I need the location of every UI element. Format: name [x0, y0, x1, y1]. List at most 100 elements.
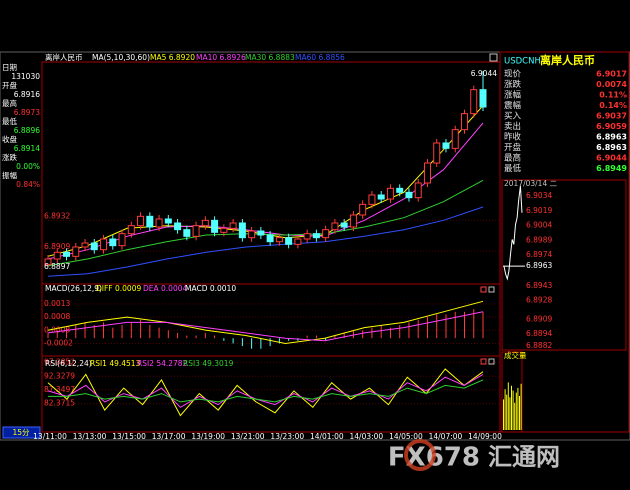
period-button[interactable] — [2, 426, 41, 439]
candle-body — [118, 233, 126, 247]
candle-body — [359, 203, 367, 216]
quote-label: 最低 — [504, 163, 522, 174]
candle-body — [44, 258, 52, 265]
quote-label: 涨跌 — [504, 79, 522, 90]
quote-label: 现价 — [504, 70, 522, 80]
legend-entry: DEA 0.0004 — [143, 284, 187, 293]
candle-body — [155, 218, 163, 228]
button-icon[interactable] — [488, 286, 495, 293]
candle-body — [174, 222, 182, 231]
candle-body — [257, 230, 265, 236]
button-icon[interactable] — [480, 358, 487, 365]
y-tick-label: 6.8909 — [44, 242, 70, 251]
candle-body — [146, 215, 154, 228]
x-tick-label: 14/01:00 — [310, 432, 344, 441]
info-value: 6.8916 — [14, 90, 40, 99]
watermark-name: 汇通网 — [488, 443, 560, 471]
quote-label: 开盘 — [504, 142, 522, 153]
panel-buttons — [480, 53, 498, 365]
candle-body — [183, 229, 191, 237]
info-label: 涨跌 — [2, 152, 17, 162]
quote-value: 6.9017 — [596, 70, 627, 79]
y-tick-label: 6.9004 — [526, 221, 552, 230]
x-tick-label: 14/07:00 — [429, 432, 463, 441]
info-label: 振幅 — [2, 170, 17, 180]
info-value: 6.8973 — [14, 108, 40, 117]
macd-line — [47, 311, 484, 342]
candle-body — [201, 219, 209, 227]
y-tick-label: 0.0003 — [44, 325, 70, 334]
candle-body — [340, 222, 348, 228]
quote-value: 6.8963 — [596, 133, 627, 142]
y-tick-label: 6.8963 — [526, 261, 552, 270]
candle-body — [81, 242, 89, 248]
period-label[interactable]: 15分 — [12, 428, 30, 437]
legend-entry: MACD 0.0010 — [185, 284, 236, 293]
candle-body — [442, 142, 450, 149]
quote-value: 0.0074 — [596, 80, 627, 89]
low-label: 6.8897 — [44, 262, 70, 271]
y-tick-label: 92.3279 — [44, 371, 75, 380]
intraday-line — [503, 186, 523, 281]
legend-entry: DIFF 0.0009 — [96, 284, 141, 293]
candle-body — [164, 218, 172, 224]
quote-label: 最高 — [504, 153, 521, 164]
x-tick-label: 13/19:00 — [191, 432, 225, 441]
info-value: 0.84% — [16, 180, 40, 189]
quote-label: 涨幅 — [504, 90, 522, 101]
intraday-date: 2017/03/14 二 — [504, 179, 558, 188]
candle-body — [53, 251, 61, 260]
watermark-logo — [404, 439, 436, 471]
quote-value: 6.8963 — [596, 143, 627, 152]
candle-body — [322, 229, 330, 239]
y-tick-label: 6.8974 — [526, 250, 552, 259]
candle-body — [470, 89, 478, 115]
candle-body — [433, 142, 441, 164]
candle-body — [266, 234, 274, 243]
info-value: 131030 — [11, 72, 40, 81]
ma-line — [47, 206, 484, 277]
y-tick-label: 6.8943 — [526, 281, 552, 290]
x-tick-label: 13/17:00 — [152, 432, 186, 441]
legend-entry: MACD(26,12,9) — [45, 284, 102, 293]
button-icon[interactable] — [489, 53, 498, 62]
info-value: 0.00% — [16, 162, 40, 171]
legend-entry: RSI3 49.3019 — [183, 359, 234, 368]
ma-line — [47, 179, 484, 267]
candle-body — [479, 89, 487, 108]
info-label: 最低 — [2, 116, 17, 126]
button-icon[interactable] — [488, 358, 495, 365]
candle-body — [294, 238, 302, 245]
y-tick-label: 0.0008 — [44, 312, 70, 321]
info-label: 最高 — [2, 98, 17, 108]
y-tick-label: 87.3497 — [44, 385, 75, 394]
candle-body — [220, 227, 228, 233]
legend-entry: MA10 6.8926 — [196, 53, 246, 62]
candle-body — [192, 225, 200, 237]
candle-body — [248, 230, 256, 239]
quote-value: 6.9059 — [596, 122, 627, 131]
legend-entry: MA60 6.8856 — [295, 53, 345, 62]
volume-title: 成交量 — [504, 350, 527, 360]
info-label: 日期 — [2, 63, 17, 72]
y-tick-label: 0.0013 — [44, 299, 70, 308]
candle-body — [229, 222, 237, 229]
candle-body — [349, 214, 357, 228]
rsi-line — [47, 373, 484, 408]
candle-body — [63, 251, 71, 257]
legend-entry: 离岸人民币 — [45, 52, 83, 62]
candle-body — [460, 113, 468, 131]
y-tick-label: 6.8909 — [526, 314, 552, 323]
button-icon[interactable] — [480, 286, 487, 293]
quote-value: 6.8949 — [596, 164, 627, 173]
info-label: 开盘 — [2, 80, 17, 90]
candle-body — [423, 162, 431, 184]
quote-label: 买入 — [504, 112, 522, 122]
quote-label: 震幅 — [504, 100, 522, 111]
candle-body — [312, 233, 320, 239]
legend-entry: RSI1 49.4513 — [90, 359, 141, 368]
y-tick-label: -0.0002 — [44, 338, 73, 347]
x-tick-label: 14/05:00 — [389, 432, 423, 441]
x-tick-label: 13/13:00 — [73, 432, 107, 441]
